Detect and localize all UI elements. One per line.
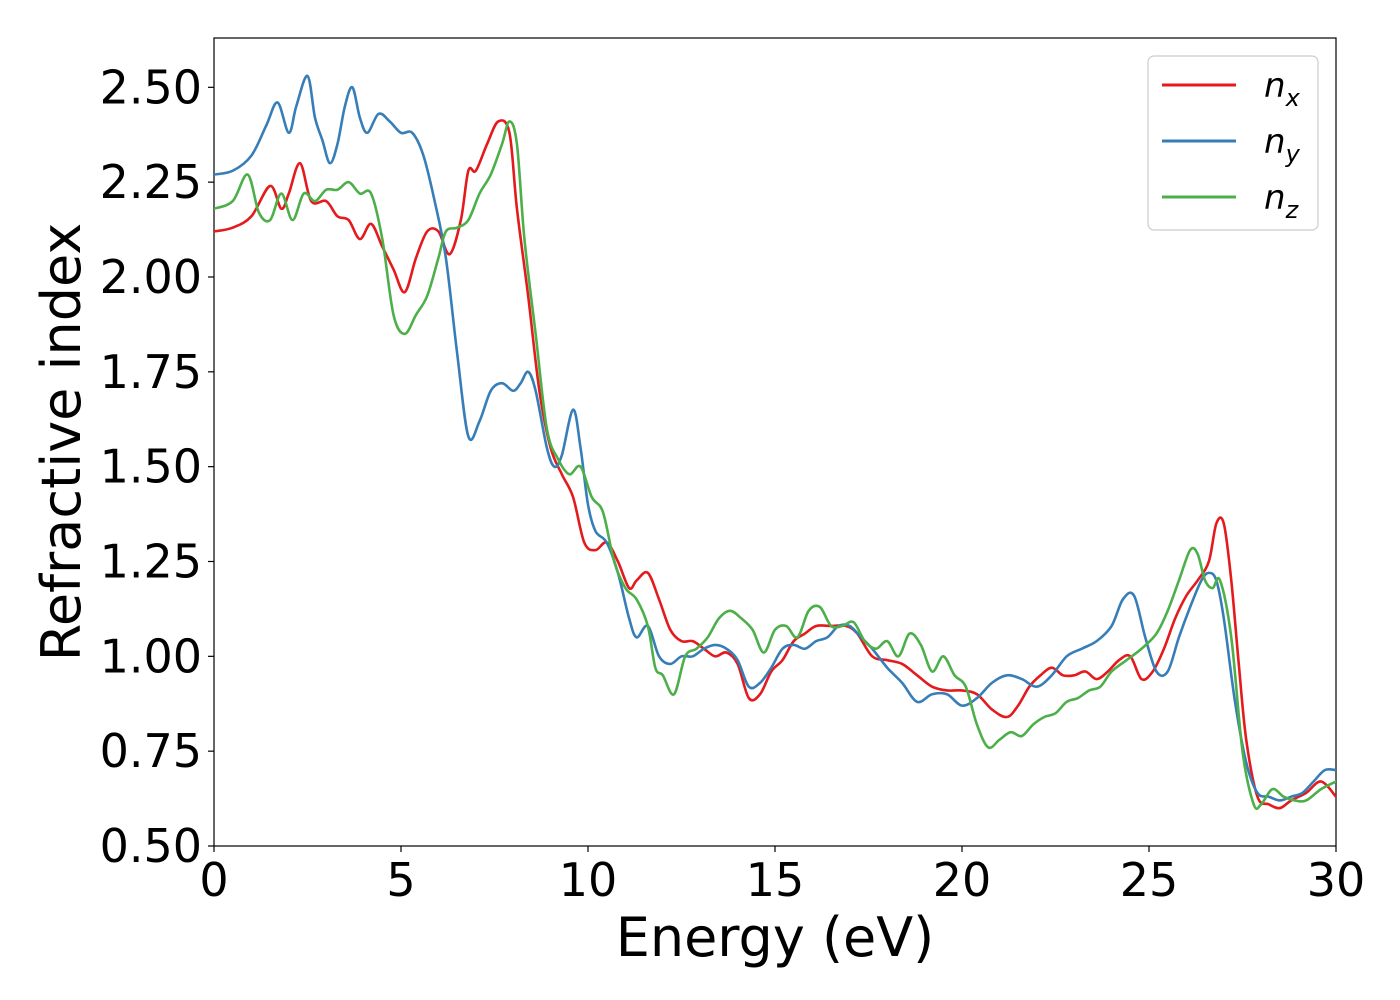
x-tick-label: 15	[746, 853, 805, 907]
x-tick-label: 10	[559, 853, 618, 907]
y-tick-label: 2.25	[100, 155, 202, 209]
legend-item-n-z: nz	[1162, 178, 1300, 224]
x-tick-label: 5	[386, 853, 415, 907]
y-tick-label: 1.00	[100, 629, 202, 683]
legend-item-n-x: nx	[1162, 66, 1301, 112]
x-tick-label: 30	[1307, 853, 1366, 907]
x-axis-label: Energy (eV)	[616, 906, 935, 969]
series-line-n-z	[214, 120, 1336, 811]
y-tick-label: 1.50	[100, 440, 202, 494]
y-tick-label: 2.00	[100, 250, 202, 304]
y-tick-label: 1.75	[100, 345, 202, 399]
x-tick-label: 25	[1120, 853, 1179, 907]
y-tick-label: 1.25	[100, 534, 202, 588]
y-axis-label: Refractive index	[30, 223, 93, 662]
x-tick-label: 0	[199, 853, 228, 907]
legend-box	[1147, 55, 1319, 231]
series-line-n-y	[214, 74, 1336, 802]
y-axis-ticks: 0.50 0.75 1.00 1.25 1.50 1.75 2.00 2.25 2.50	[100, 60, 214, 873]
y-tick-label: 0.50	[100, 819, 202, 873]
x-axis-ticks: 0 5 10 15 20 25 30	[199, 846, 1365, 907]
legend-label: ny	[1264, 122, 1301, 168]
legend: nx ny nz	[1147, 55, 1319, 231]
y-tick-label: 0.75	[100, 724, 202, 778]
legend-label: nz	[1264, 178, 1300, 224]
x-tick-label: 20	[933, 853, 992, 907]
legend-item-n-y: ny	[1162, 122, 1301, 168]
series-group	[214, 74, 1336, 811]
series-line-n-x	[214, 119, 1336, 810]
y-tick-label: 2.50	[100, 60, 202, 114]
legend-label: nx	[1264, 66, 1301, 112]
